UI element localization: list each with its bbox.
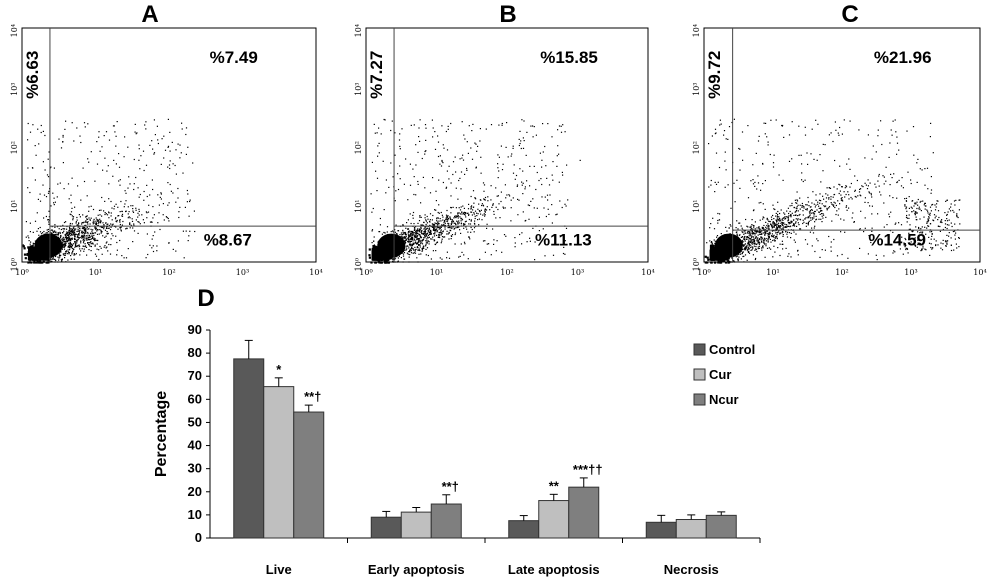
- y-tick-label: 10⁴: [354, 24, 363, 37]
- scatter-plot-b: B 10⁰ 10¹ 10² 10³ 10⁴ 10⁰ 10¹ 10² 10³ 10⁴ %7.27 %15.…: [354, 1, 655, 277]
- bar-cur: [538, 500, 570, 539]
- bar-control: [233, 358, 265, 539]
- legend-label-cur: Cur: [709, 367, 731, 382]
- y-tick-label: 10: [188, 507, 202, 522]
- y-tick-label: 10¹: [354, 200, 363, 213]
- panel-letter: A: [141, 1, 158, 28]
- y-tick-label: 70: [188, 368, 202, 383]
- bar-control: [645, 521, 677, 539]
- x-tick-label: 10²: [162, 268, 175, 277]
- x-tick-label: 10⁰: [15, 268, 28, 277]
- quadrant-label-lower-right: %14.59: [868, 231, 926, 250]
- quadrant-label-lower-right: %11.13: [535, 231, 592, 250]
- panel-letter: B: [499, 1, 516, 28]
- x-tick-label: 10²: [835, 268, 848, 277]
- y-tick-label: 10³: [10, 83, 19, 96]
- y-tick-label: 10⁰: [354, 258, 363, 271]
- x-tick-label: 10⁴: [309, 268, 322, 277]
- y-tick-label: 30: [188, 461, 202, 476]
- bar-chart-panel: D 0 10 20 30 40 50 60 70 80 90 Percentage Live Early …: [153, 285, 761, 577]
- y-tick-label: 50: [188, 414, 202, 429]
- category-label: Early apoptosis: [368, 562, 465, 577]
- y-tick-label: 10³: [692, 83, 701, 96]
- bar-control: [508, 520, 540, 539]
- y-tick-label: 10⁰: [10, 258, 19, 271]
- y-tick-label: 10²: [354, 141, 363, 154]
- quadrant-label-upper-right: %15.85: [540, 48, 598, 67]
- x-tick-label: 10⁰: [697, 268, 710, 277]
- plot-frame: [703, 27, 981, 263]
- origin-cluster: [34, 233, 63, 258]
- significance-marker: ***††: [573, 462, 603, 477]
- x-tick-label: 10⁰: [359, 268, 372, 277]
- y-tick-label: 10²: [10, 141, 19, 154]
- significance-marker: *: [276, 362, 282, 377]
- x-tick-label: 10²: [500, 268, 513, 277]
- quadrant-label-upper-left: %7.27: [367, 51, 386, 99]
- quadrant-label-upper-left: %6.63: [23, 51, 42, 99]
- significance-marker: **†: [304, 389, 321, 404]
- scatter-plot-c: C 10⁰ 10¹ 10² 10³ 10⁴ 10⁰ 10¹ 10² 10³ 10⁴ %9.72 %21.…: [692, 1, 987, 277]
- bar-control: [370, 516, 402, 539]
- y-tick-label: 20: [188, 484, 202, 499]
- y-tick-label: 10¹: [10, 200, 19, 213]
- quadrant-label-upper-left: %9.72: [705, 51, 724, 99]
- x-tick-label: 10³: [904, 268, 917, 277]
- panel-letter: D: [197, 285, 214, 312]
- panel-letter: C: [841, 1, 858, 28]
- y-tick-label: 10⁰: [692, 258, 701, 271]
- x-tick-label: 10¹: [430, 268, 443, 277]
- scatter-plot-a: A 10⁰ 10¹ 10² 10³ 10⁴ 10⁰ 10¹ 10² 10³ 10⁴ %6.63 %7.4…: [10, 1, 323, 277]
- bar-ncur: [293, 411, 325, 539]
- legend-swatch-ncur: [693, 393, 706, 406]
- bar-cur: [263, 386, 295, 539]
- x-tick-label: 10¹: [766, 268, 779, 277]
- quadrant-label-upper-right: %21.96: [874, 48, 932, 67]
- x-tick-label: 10¹: [89, 268, 102, 277]
- significance-marker: **†: [442, 479, 459, 494]
- origin-cluster: [714, 233, 743, 258]
- y-tick-label: 10³: [354, 83, 363, 96]
- y-tick-label: 10¹: [692, 200, 701, 213]
- origin-cluster: [377, 233, 406, 258]
- bar-ncur: [705, 514, 737, 539]
- bar-ncur: [568, 486, 600, 539]
- y-axis-title: Percentage: [153, 391, 170, 477]
- category-label: Live: [266, 562, 292, 577]
- x-tick-label: 10³: [236, 268, 249, 277]
- significance-marker: **: [549, 478, 560, 493]
- plot-frame: [21, 27, 317, 263]
- plot-frame: [365, 27, 649, 263]
- bar-ncur: [430, 503, 462, 539]
- x-tick-label: 10³: [571, 268, 584, 277]
- x-tick-label: 10⁴: [973, 268, 986, 277]
- y-tick-label: 40: [188, 438, 202, 453]
- legend: Control Cur Ncur: [693, 342, 755, 407]
- category-label: Necrosis: [664, 562, 719, 577]
- scatter-panels: A 10⁰ 10¹ 10² 10³ 10⁴ 10⁰ 10¹ 10² 10³ 10⁴ %6.63 %7.4…: [10, 1, 987, 277]
- y-tick-label: 10²: [692, 141, 701, 154]
- legend-swatch-cur: [693, 368, 706, 381]
- legend-swatch-control: [693, 343, 706, 356]
- category-label: Late apoptosis: [508, 562, 600, 577]
- y-tick-label: 60: [188, 391, 202, 406]
- quadrant-label-lower-right: %8.67: [204, 231, 252, 250]
- legend-label-control: Control: [709, 342, 755, 357]
- y-tick-label: 90: [188, 322, 202, 337]
- y-tick-label: 80: [188, 345, 202, 360]
- y-tick-label: 10⁴: [692, 24, 701, 37]
- y-tick-label: 0: [195, 530, 202, 545]
- x-tick-label: 10⁴: [641, 268, 654, 277]
- y-tick-label: 10⁴: [10, 24, 19, 37]
- quadrant-label-upper-right: %7.49: [210, 48, 258, 67]
- legend-label-ncur: Ncur: [709, 392, 739, 407]
- bar-cur: [400, 511, 432, 539]
- bar-cur: [675, 519, 707, 539]
